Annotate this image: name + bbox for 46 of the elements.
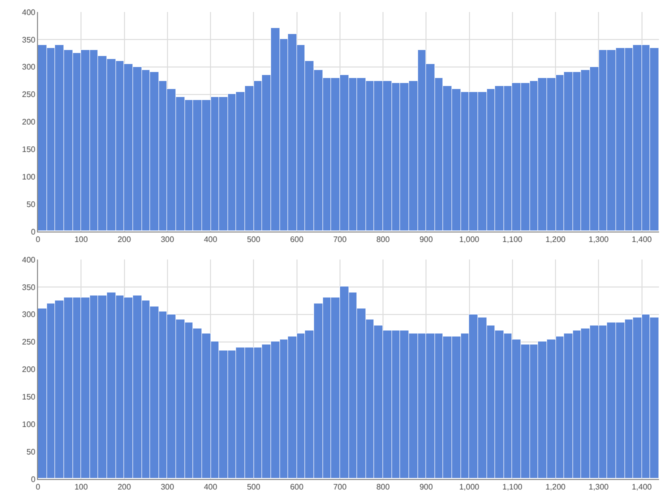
y-tick-label: 350 [22,282,36,292]
y-tick-label: 0 [30,474,36,484]
x-tick-label: 1,300 [588,235,610,244]
y-tick-label: 200 [22,365,36,374]
x-tick-label: 100 [74,235,88,244]
x-tick-label: 1,300 [588,482,610,492]
x-tick-label: 500 [246,235,261,244]
y-tick-label: 150 [22,144,36,154]
x-tick-label: 200 [118,482,132,492]
x-tick-label: 1,000 [459,235,480,244]
y-tick-label: 300 [22,310,36,320]
x-tick-label: 1,200 [545,482,566,492]
y-tick-label: 100 [22,172,36,182]
y-tick-label: 250 [22,90,36,100]
y-tick-label: 200 [22,118,36,127]
x-tick-label: 1,100 [502,482,523,492]
x-tick-label: 1,000 [459,482,480,492]
x-tick-label: 200 [118,235,132,244]
x-tick-label: 300 [160,235,175,244]
y-tick-label: 0 [30,227,36,236]
x-tick-label: 400 [204,482,218,492]
x-tick-label: 900 [419,235,434,244]
x-tick-label: 800 [376,235,390,244]
x-tick-label: 100 [74,482,88,492]
y-tick-label: 300 [22,62,36,72]
y-tick-label: 100 [22,420,36,429]
y-tick-label: 50 [26,200,36,209]
x-tick-label: 1,100 [502,235,523,244]
x-tick-label: 700 [333,235,348,244]
x-tick-label: 800 [376,482,390,492]
x-tick-label: 300 [160,482,175,492]
y-tick-label: 350 [22,35,36,44]
x-tick-label: 1,400 [632,235,652,244]
y-tick-label: 50 [26,447,36,456]
y-tick-label: 400 [22,255,36,264]
y-tick-label: 400 [22,8,36,17]
x-tick-label: 600 [290,482,304,492]
x-tick-label: 500 [246,482,261,492]
x-tick-label: 700 [333,482,348,492]
x-tick-label: 1,400 [632,482,652,492]
y-tick-label: 250 [22,338,36,347]
x-tick-label: 600 [290,235,304,244]
x-tick-label: 400 [204,235,218,244]
y-tick-label: 150 [22,392,36,402]
x-tick-label: 1,200 [545,235,566,244]
x-tick-label: 900 [419,482,434,492]
